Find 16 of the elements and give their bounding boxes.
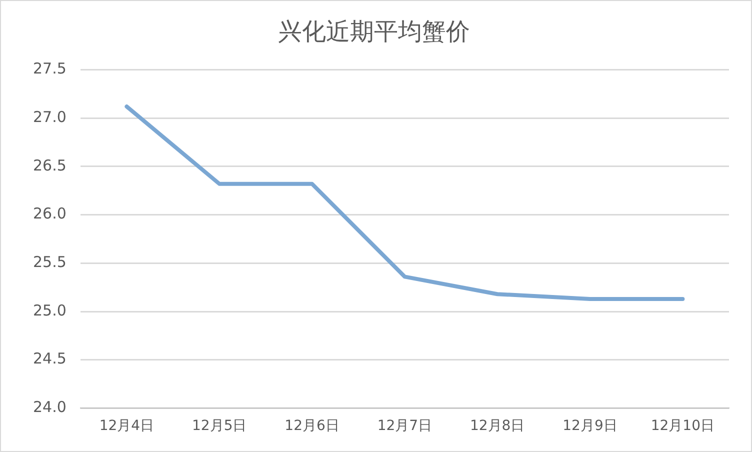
y-tick-label: 25.0 xyxy=(32,301,66,320)
x-tick-label: 12月7日 xyxy=(377,418,432,434)
x-tick-label: 12月6日 xyxy=(284,418,340,434)
y-tick-label: 27.0 xyxy=(32,108,66,126)
x-tick-label: 12月9日 xyxy=(562,418,618,434)
y-tick-label: 27.5 xyxy=(32,60,66,78)
x-tick-label: 12月10日 xyxy=(650,418,714,434)
y-tick-label: 26.0 xyxy=(32,204,66,223)
y-tick-label: 24.5 xyxy=(32,350,66,368)
x-tick-label: 12月4日 xyxy=(99,418,154,434)
chart-title: 兴化近期平均蟹价 xyxy=(278,18,470,46)
x-tick-label: 12月8日 xyxy=(470,418,525,434)
y-tick-label: 24.0 xyxy=(32,398,66,416)
y-tick-label: 26.5 xyxy=(32,156,66,174)
y-tick-label: 25.5 xyxy=(32,253,66,272)
x-tick-label: 12月5日 xyxy=(192,418,247,434)
